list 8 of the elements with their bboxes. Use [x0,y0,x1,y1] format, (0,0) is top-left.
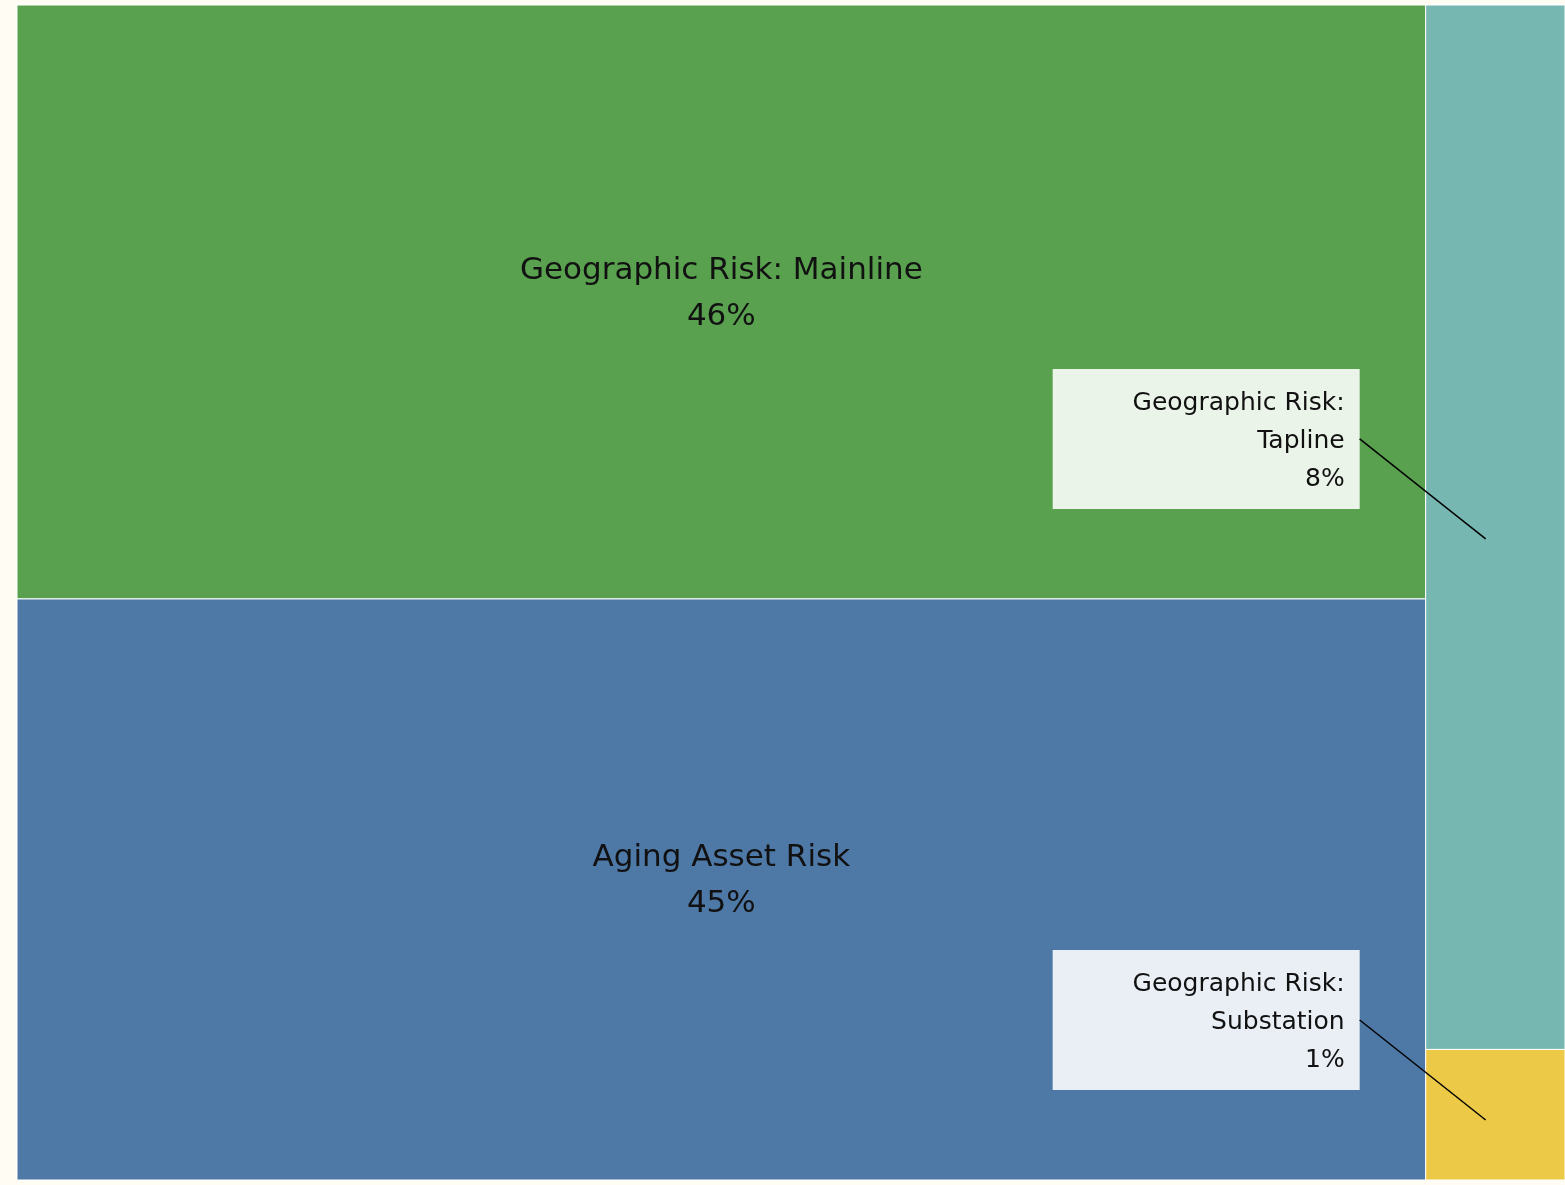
category-label: Geographic Risk: Mainline [519,249,923,286]
category-label: Geographic Risk: Tapline [1132,386,1345,454]
data-label: 46% [686,295,756,332]
data-label: 45% [686,883,756,920]
data-label: 1% [1305,1044,1345,1073]
category-label: Geographic Risk: Substation [1132,968,1345,1035]
data-label: 8% [1305,462,1345,492]
category-label: Aging Asset Risk [592,837,851,874]
